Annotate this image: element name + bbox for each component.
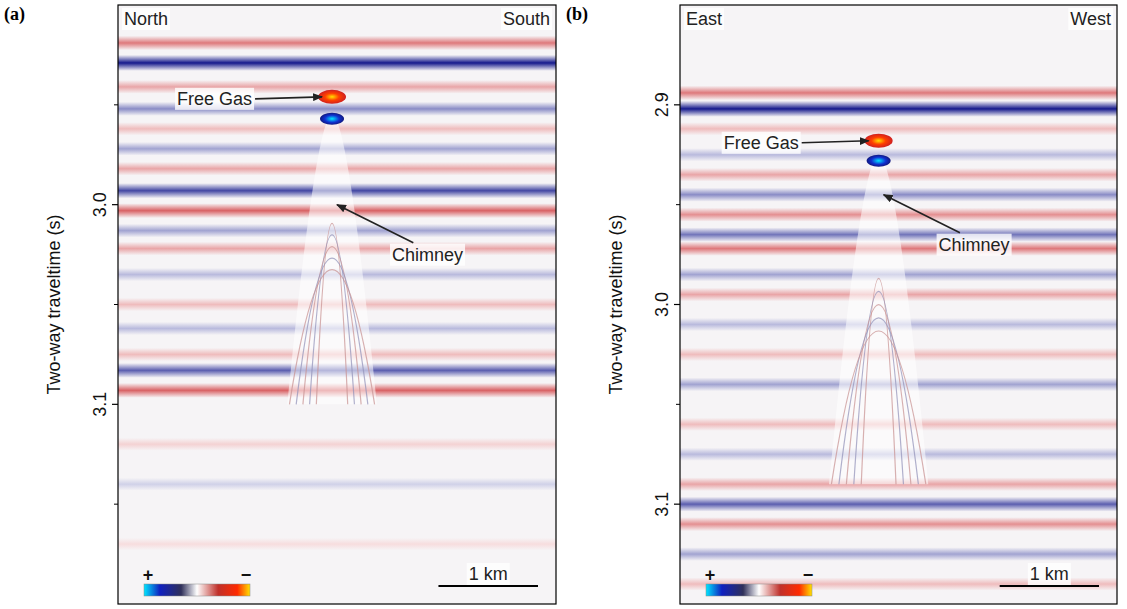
annotation-arrow (337, 205, 413, 243)
y-minor-tick (114, 304, 118, 305)
chimney (287, 115, 377, 405)
scale-bar (1000, 585, 1099, 587)
reflector (680, 497, 1117, 512)
y-tick-label: 2.9 (652, 92, 672, 117)
colorbar-label: − (241, 565, 252, 585)
frame (680, 5, 1117, 604)
chimney-arc (296, 258, 368, 404)
free-gas-top (865, 134, 893, 148)
annotation-arrow (802, 141, 869, 143)
direction-label: South (503, 9, 550, 29)
y-tick (674, 504, 680, 505)
label-patch (684, 8, 724, 30)
free-gas-top (318, 90, 346, 104)
colorbar-label: + (705, 565, 716, 585)
colorbar (706, 584, 812, 596)
direction-label: North (124, 9, 168, 29)
annotation-label: Chimney (939, 235, 1010, 255)
frame (118, 5, 556, 604)
panel-letter: (a) (4, 4, 25, 25)
reflector (118, 55, 556, 71)
chimney-arc (316, 223, 347, 404)
label-patch (175, 88, 254, 110)
reflector (680, 168, 1117, 182)
label-patch (467, 563, 510, 585)
colorbar (144, 584, 250, 596)
plot-area (118, 5, 556, 604)
y-tick (674, 304, 680, 305)
figure: 3.0 3.1 Two-way traveltime (s) (a) North Sout… (0, 0, 1127, 609)
background (680, 5, 1117, 604)
label-patch (501, 8, 552, 30)
reflector (680, 547, 1117, 561)
y-minor-tick (114, 504, 118, 505)
scale-bar (438, 585, 538, 587)
colorbar-label: − (803, 565, 814, 585)
y-minor-tick (676, 404, 680, 405)
y-minor-tick (114, 104, 118, 105)
reflector (118, 538, 556, 551)
label-patch (722, 132, 801, 154)
reflector (118, 36, 556, 50)
annotation-label: Chimney (392, 245, 463, 265)
y-tick-label: 3.1 (90, 392, 110, 417)
chimney-arc (854, 291, 904, 484)
reflector (118, 438, 556, 451)
annotation-arrow (255, 97, 322, 99)
direction-label: West (1070, 9, 1111, 29)
chimney-arc (289, 270, 374, 405)
chimney-arc (839, 318, 918, 484)
label-patch (937, 234, 1012, 256)
y-tick (674, 104, 680, 105)
chimney-arc (831, 331, 925, 484)
y-tick (112, 404, 118, 405)
chimney (829, 155, 928, 484)
panel-letter: (b) (566, 4, 588, 25)
background (118, 5, 556, 604)
direction-label: East (686, 9, 722, 29)
reflector (680, 86, 1117, 100)
label-patch (1068, 8, 1113, 30)
label-patch (390, 244, 465, 266)
colorbar-label: + (143, 565, 154, 585)
annotation-arrow (884, 195, 960, 233)
y-tick-label: 3.0 (90, 192, 110, 217)
annotation-label: Free Gas (177, 89, 252, 109)
chimney-arc (861, 278, 896, 484)
free-gas-base (867, 155, 891, 167)
reflector (680, 517, 1117, 531)
y-tick (112, 204, 118, 205)
reflector (680, 188, 1117, 202)
y-tick-label: 3.0 (652, 292, 672, 317)
y-axis-title: Two-way traveltime (s) (606, 214, 626, 394)
reflector (118, 478, 556, 491)
scale-bar-label: 1 km (1030, 564, 1069, 584)
plot-area (680, 5, 1117, 604)
y-tick-label: 3.1 (652, 492, 672, 517)
free-gas-base (320, 113, 344, 125)
y-minor-tick (676, 204, 680, 205)
reflector (680, 208, 1117, 222)
label-patch (122, 8, 170, 30)
y-axis-title: Two-way traveltime (s) (44, 214, 64, 394)
annotation-label: Free Gas (724, 133, 799, 153)
chimney-arc (310, 235, 355, 404)
reflector (680, 101, 1117, 117)
label-patch (1028, 563, 1071, 585)
scale-bar-label: 1 km (469, 564, 508, 584)
